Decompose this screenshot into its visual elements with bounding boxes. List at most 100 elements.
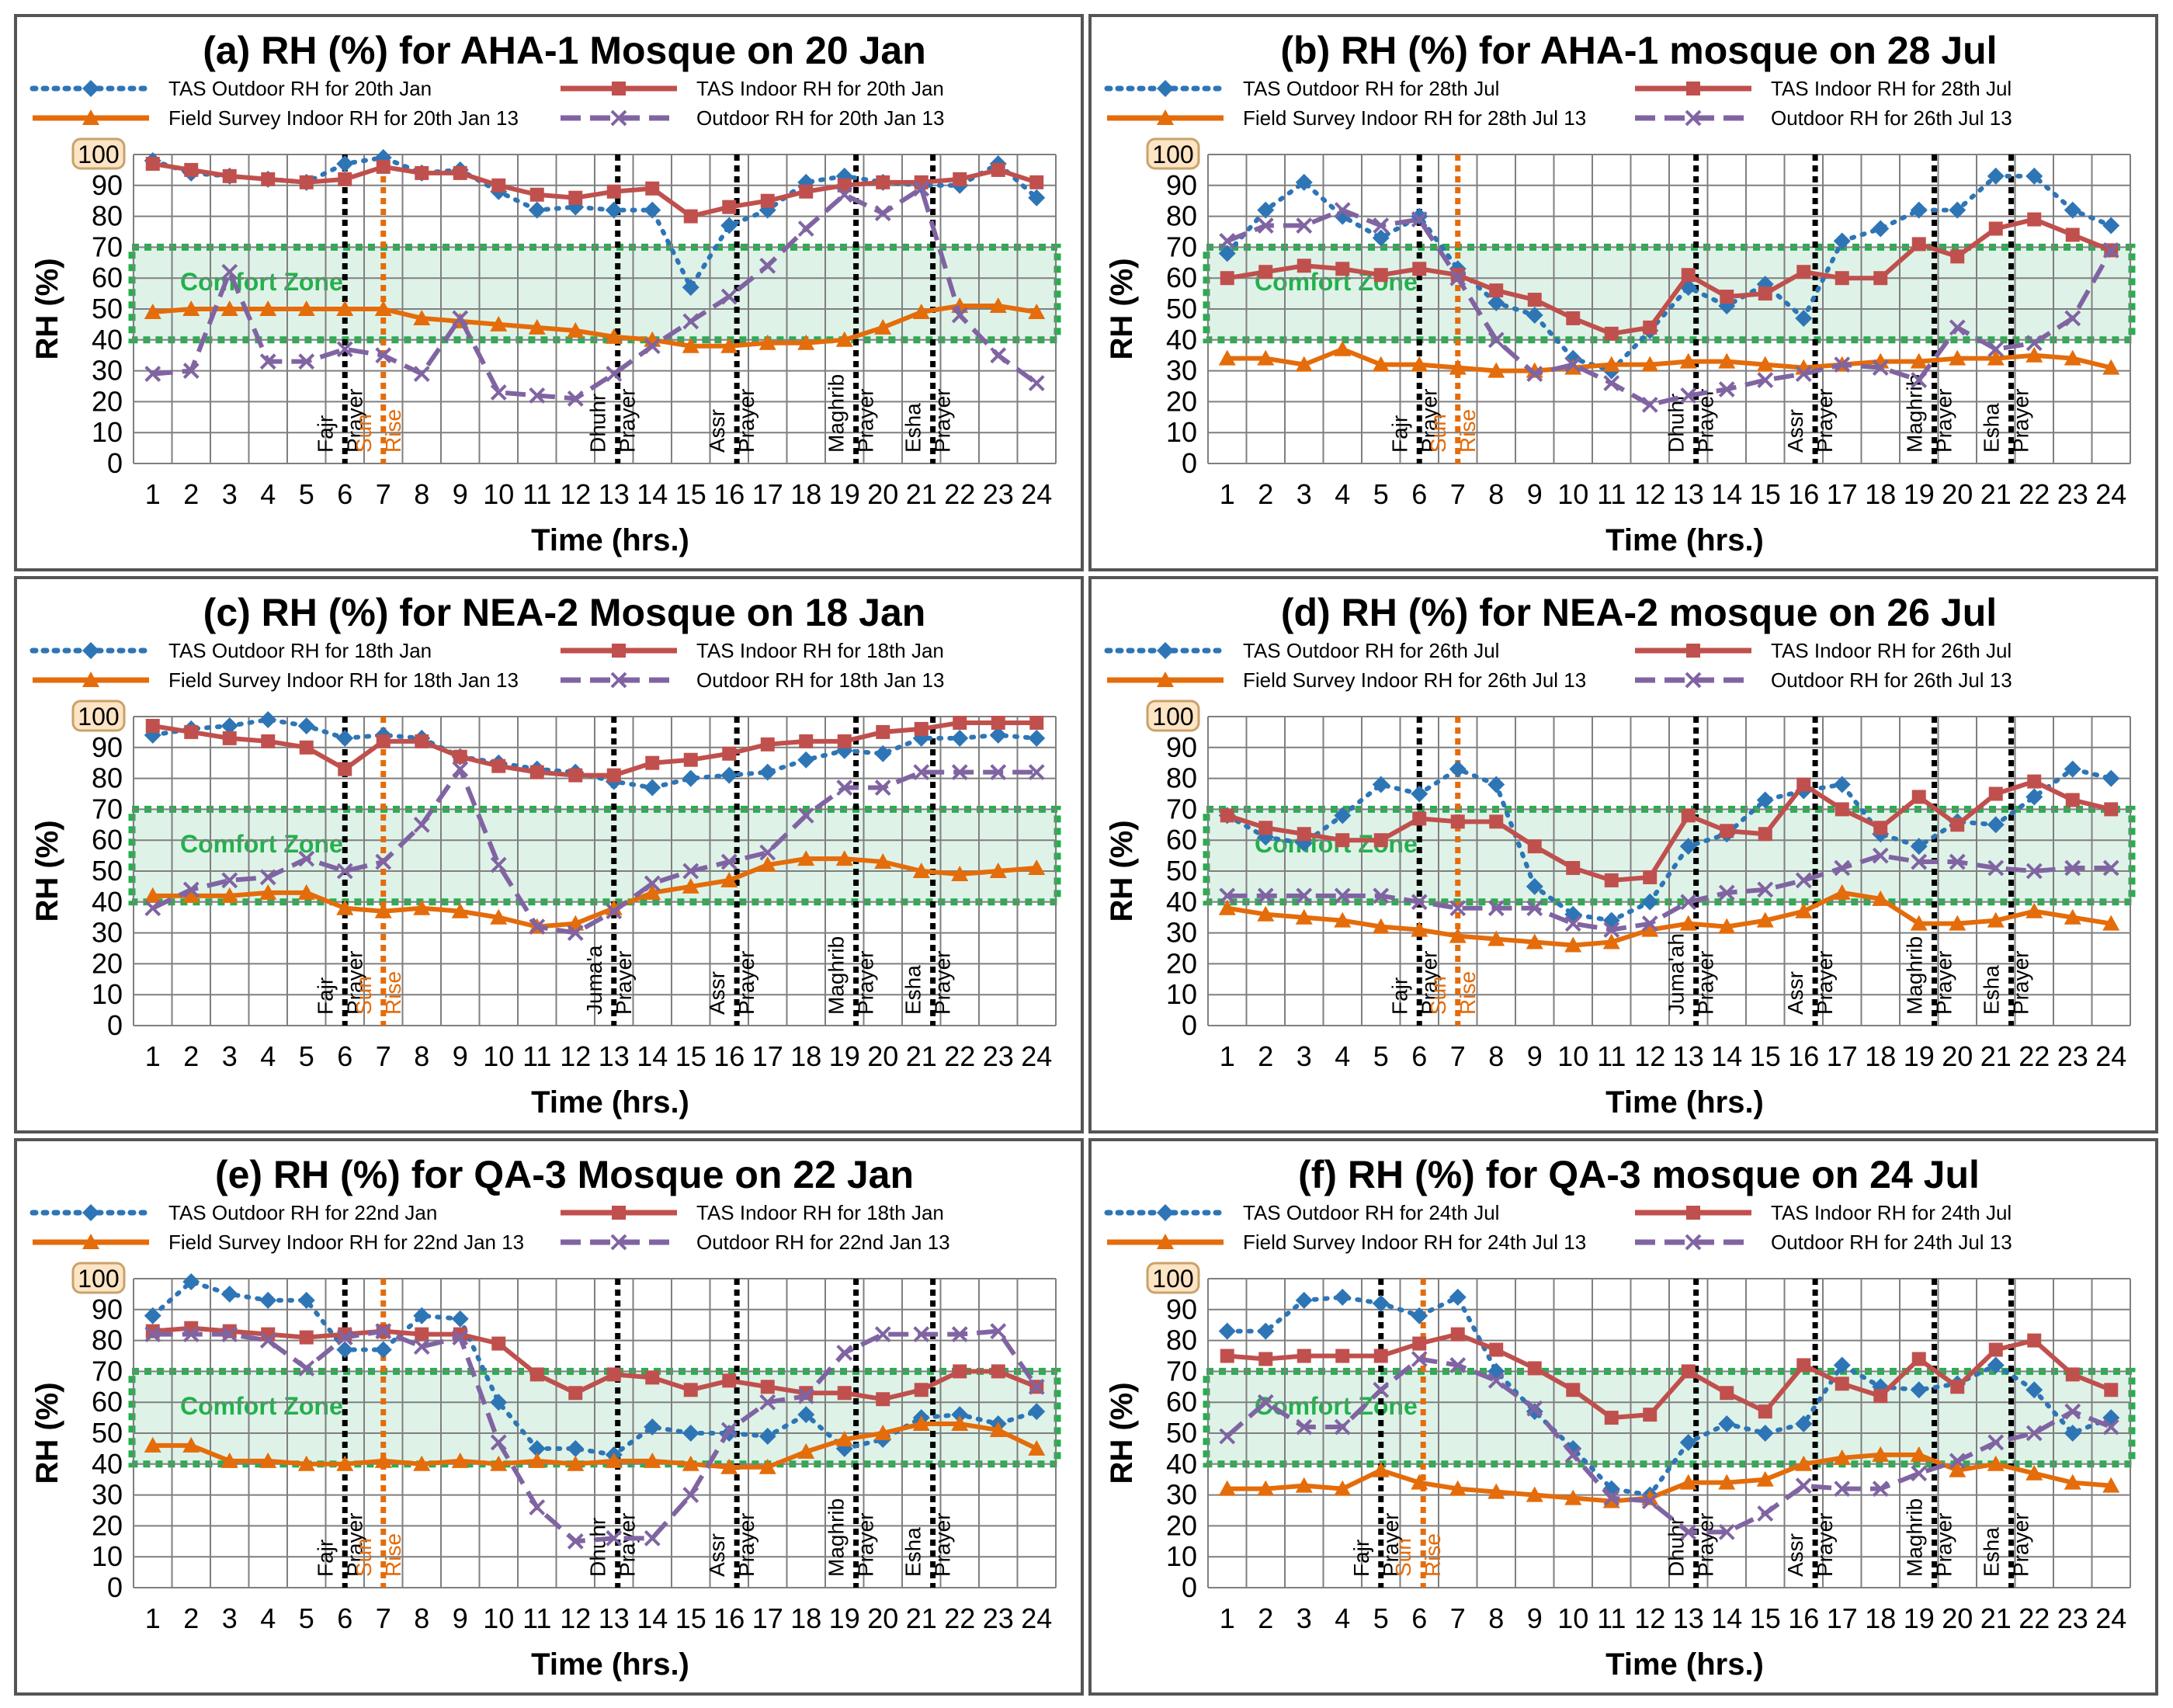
event-label: Sun [1426,976,1450,1015]
data-point [1641,921,1659,937]
data-point [989,297,1007,314]
y-tick-label: 20 [1166,1509,1197,1541]
data-point [1604,326,1619,341]
data-point [336,729,354,747]
x-tick-label: 6 [337,478,352,510]
data-point [528,318,546,335]
data-point [1258,1352,1273,1366]
x-tick-label: 7 [1450,478,1466,510]
data-point [1526,1400,1543,1417]
event-label: Prayer [734,951,758,1015]
data-point [1295,1291,1313,1309]
data-point [182,887,200,903]
event-label: Prayer [931,951,955,1015]
data-point [760,193,775,208]
data-point [1257,1322,1275,1340]
x-tick-label: 23 [983,1602,1014,1634]
x-tick-label: 5 [1373,478,1389,510]
data-point [1564,356,1581,373]
x-tick-label: 9 [1527,1602,1543,1634]
data-point [2025,902,2043,918]
x-tick-label: 24 [2095,478,2126,510]
legend-marker [1157,672,1174,687]
data-point [453,749,467,764]
data-point [1911,1465,1928,1482]
legend-entry: TAS Indoor RH for 28th Jul [1635,77,2012,100]
data-point [528,1452,546,1468]
event-label: Esha [1980,965,2004,1015]
y-tick-label: 20 [1166,947,1197,979]
legend-marker [82,672,99,687]
data-point [413,899,431,915]
data-point [1796,265,1811,279]
data-point [1297,1349,1311,1363]
data-point [1258,265,1273,279]
y-tick-label: 60 [1166,824,1197,856]
y-tick-label: 30 [1166,1479,1197,1511]
legend-entry: TAS Outdoor RH for 20th Jan [30,77,432,100]
data-point [1566,311,1581,325]
data-point [1219,887,1236,904]
event-label: Prayer [931,389,955,453]
x-ticks: 1 2 3 4 5 6 7 8 9 10 11 12 13 14 15 16 17 18 19 20 21 22 23 24 [1220,478,2127,510]
hundred-badge: 100 [1146,700,1200,732]
hundred-badge-box [71,1262,126,1294]
legend-entry: TAS Indoor RH for 24th Jul [1635,1201,2012,1224]
data-point [1526,306,1543,324]
data-point [1295,173,1313,191]
data-point [1335,1349,1350,1363]
event-label: Prayer [1813,389,1837,453]
data-point [1449,1480,1467,1496]
data-point [682,1425,699,1442]
data-point [1756,356,1774,372]
legend-marker [1685,672,1702,689]
x-tick-label: 20 [867,478,898,510]
y-tick-label: 30 [1166,917,1197,949]
data-point [912,863,930,878]
series-line [152,186,1039,401]
data-point [682,877,699,894]
data-point [1987,911,2005,928]
event-label: Juma'a [582,945,606,1015]
chart-panel-f: (f) RH (%) for QA-3 mosque on 24 Jul TAS … [1088,1138,2158,1696]
legend-label: TAS Outdoor RH for 24th Jul [1243,1201,1499,1224]
data-point [682,1487,699,1504]
data-point [259,353,276,370]
event-label: Assr [1783,1533,1807,1577]
data-point [683,752,698,767]
y-tick-label: 60 [1166,262,1197,293]
chart-svg-d: (d) RH (%) for NEA-2 mosque on 26 Jul TAS… [1104,591,2136,1120]
legend-label: Outdoor RH for 22nd Jan 13 [696,1231,950,1254]
data-point [1679,1433,1697,1451]
data-point [758,856,776,873]
data-point [914,721,929,736]
x-tick-label: 13 [599,1040,630,1072]
data-point [1487,294,1505,312]
y-tick-label: 10 [92,1540,123,1572]
data-point [1950,249,1965,264]
data-point [1872,1446,1890,1462]
x-ticks: 1 2 3 4 5 6 7 8 9 10 11 12 13 14 15 16 17 18 19 20 21 22 23 24 [145,1040,1053,1072]
data-point [1641,356,1659,372]
hundred-badge-box [1146,1262,1200,1294]
x-axis-label: Time (hrs.) [1605,1085,1764,1120]
legend-entry: TAS Indoor RH for 20th Jan [561,77,944,100]
y-tick-label: 20 [92,1509,123,1541]
event-label: Prayer [734,1513,758,1577]
data-point [912,303,930,319]
x-tick-label: 3 [222,1602,238,1634]
data-point [1218,899,1236,915]
data-point [1833,1449,1851,1465]
data-point [529,387,546,404]
y-tick-label: 20 [1166,385,1197,417]
data-point [1950,818,1965,832]
data-point [1911,237,1926,252]
x-tick-label: 8 [414,478,429,510]
series-line [1224,1294,2114,1498]
data-point [1679,352,1697,369]
data-point [338,762,352,776]
event-label: Prayer [1694,389,1718,453]
data-point [720,871,738,887]
x-tick-label: 23 [983,1040,1014,1072]
